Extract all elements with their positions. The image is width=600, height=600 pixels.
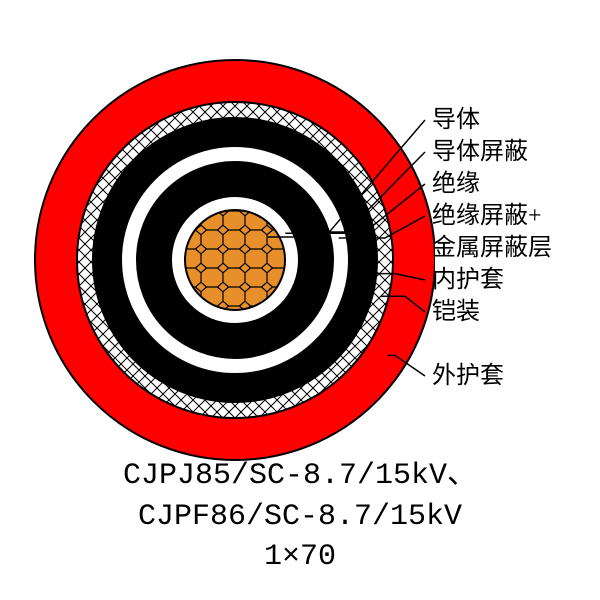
container: 导体导体屏蔽绝缘绝缘屏蔽+金属屏蔽层内护套铠装外护套 CJPJ85/SC-8.7… <box>0 0 600 600</box>
label-l3b: 金属屏蔽层 <box>432 232 552 264</box>
label-l5: 铠装 <box>432 296 480 328</box>
caption-line-2: CJPF86/SC-8.7/15kV <box>0 497 600 538</box>
label-l0: 导体 <box>432 104 480 136</box>
caption: CJPJ85/SC-8.7/15kV、 CJPF86/SC-8.7/15kV 1… <box>0 456 600 578</box>
layer-conductor <box>185 210 285 310</box>
label-l1: 导体屏蔽 <box>432 136 528 168</box>
label-l6: 外护套 <box>432 360 504 392</box>
cable-cross-section <box>25 40 425 440</box>
caption-line-3: 1×70 <box>0 537 600 578</box>
label-l4: 内护套 <box>432 264 504 296</box>
caption-line-1: CJPJ85/SC-8.7/15kV、 <box>0 456 600 497</box>
label-l2: 绝缘 <box>432 168 480 200</box>
diagram-svg <box>25 40 435 480</box>
label-l3a: 绝缘屏蔽+ <box>432 200 542 232</box>
